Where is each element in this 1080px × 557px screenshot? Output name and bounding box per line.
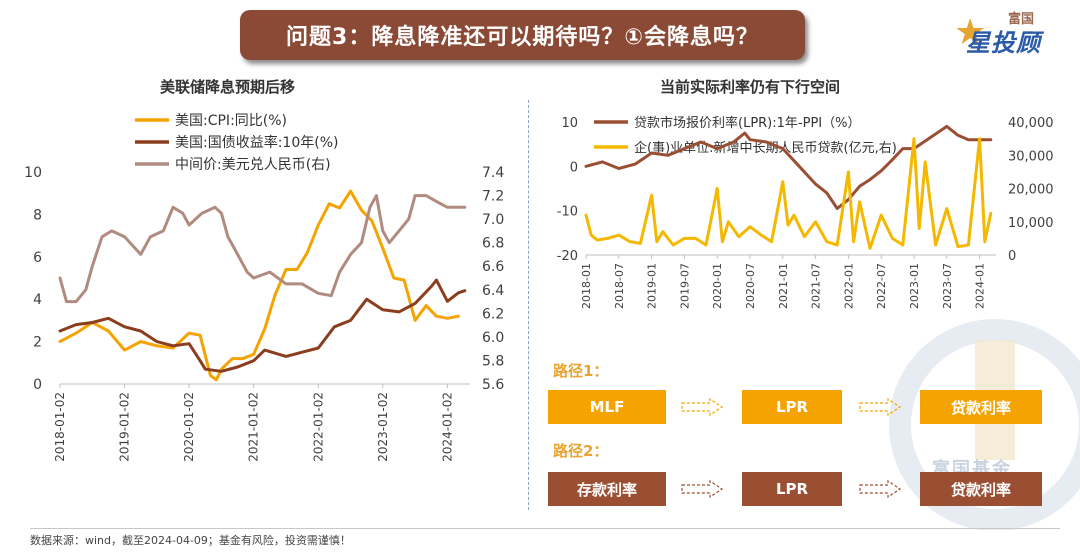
brand-logo: ★ 富国 星投顾 bbox=[948, 8, 1070, 60]
x-tick-label: 2023-01-02 bbox=[376, 392, 390, 462]
left-chart-legend: 美国:CPI:同比(%) 美国:国债收益率:10年(%) 中间价:美元兑人民币(右) bbox=[135, 113, 338, 173]
dashed-arrow-icon bbox=[859, 398, 902, 416]
legend-label: 美国:国债收益率:10年(%) bbox=[175, 134, 338, 151]
y-right-tick-label: 5.6 bbox=[482, 377, 504, 393]
y-right-tick-label: 6.8 bbox=[482, 236, 504, 252]
dashed-arrow-icon bbox=[859, 480, 902, 498]
y-left-tick-label: 10 bbox=[24, 165, 42, 181]
y-left-tick-label: -20 bbox=[557, 249, 578, 264]
page-title: 问题3：降息降准还可以期待吗？①会降息吗？ bbox=[286, 25, 759, 50]
y-right-tick-label: 0 bbox=[1008, 249, 1016, 264]
y-right-tick-label: 6.4 bbox=[482, 283, 504, 299]
y-left-tick-label: 8 bbox=[33, 207, 42, 223]
x-tick-label: 2022-07 bbox=[875, 263, 888, 309]
path2-label: 路径2： bbox=[553, 442, 609, 460]
y-right-tick-label: 7.0 bbox=[482, 212, 504, 228]
path1-box-mlf: MLF bbox=[548, 390, 666, 424]
right-chart-title: 当前实际利率仍有下行空间 bbox=[660, 78, 841, 96]
y-right-tick-label: 5.8 bbox=[482, 353, 504, 369]
page-title-banner: 问题3：降息降准还可以期待吗？①会降息吗？ bbox=[240, 10, 805, 60]
path2-box-deposit-rate: 存款利率 bbox=[548, 472, 666, 506]
x-tick-label: 2018-01 bbox=[580, 263, 593, 309]
x-tick-label: 2019-01 bbox=[646, 263, 659, 309]
path1-box-loan-rate: 贷款利率 bbox=[920, 390, 1042, 424]
x-tick-label: 2019-07 bbox=[678, 263, 691, 309]
x-tick-label: 2024-01 bbox=[974, 263, 987, 309]
left-chart: 美国:CPI:同比(%) 美国:国债收益率:10年(%) 中间价:美元兑人民币(右)… bbox=[24, 113, 504, 462]
logo-top-text: 富国 bbox=[1008, 12, 1035, 27]
x-tick-label: 2024-01-02 bbox=[440, 392, 454, 462]
x-tick-label: 2018-07 bbox=[613, 263, 626, 309]
path1-box-lpr: LPR bbox=[742, 390, 842, 424]
left-chart-title: 美联储降息预期后移 bbox=[160, 78, 296, 96]
y-left-tick-label: 10 bbox=[561, 116, 578, 131]
star-icon: ★ bbox=[954, 12, 987, 53]
x-tick-label: 2021-01 bbox=[777, 263, 790, 309]
series-line-2 bbox=[58, 278, 467, 373]
y-right-tick-label: 10,000 bbox=[1008, 216, 1054, 231]
x-tick-label: 2021-01-02 bbox=[247, 392, 261, 462]
y-right-tick-label: 6.6 bbox=[482, 259, 504, 275]
y-right-tick-label: 6.0 bbox=[482, 330, 504, 346]
x-tick-label: 2021-07 bbox=[810, 263, 823, 309]
legend-label: 中间价:美元兑人民币(右) bbox=[175, 157, 331, 173]
legend-label: 贷款市场报价利率(LPR):1年-PPI（%） bbox=[634, 115, 860, 131]
x-tick-label: 2019-01-02 bbox=[118, 392, 132, 462]
y-right-tick-label: 7.2 bbox=[482, 189, 504, 205]
path1-label: 路径1： bbox=[553, 362, 609, 380]
path2-box-lpr: LPR bbox=[742, 472, 842, 506]
legend-label: 美国:CPI:同比(%) bbox=[175, 113, 287, 129]
x-tick-label: 2023-01 bbox=[908, 263, 921, 309]
dashed-arrow-icon bbox=[681, 398, 724, 416]
right-chart: 贷款市场报价利率(LPR):1年-PPI（%）企(事)业单位:新增中长期人民币贷… bbox=[557, 115, 1054, 309]
y-right-tick-label: 20,000 bbox=[1008, 183, 1054, 198]
y-left-tick-label: 2 bbox=[33, 335, 42, 351]
divider-line bbox=[528, 100, 529, 510]
footer-source: 数据来源：wind，截至2024-04-09；基金有风险，投资需谨慎！ bbox=[30, 534, 351, 547]
path2-box-loan-rate: 贷款利率 bbox=[920, 472, 1042, 506]
footer-divider bbox=[30, 528, 1060, 529]
logo-main-text: 星投顾 bbox=[966, 29, 1041, 57]
series-line-1 bbox=[58, 189, 460, 382]
x-tick-label: 2023-07 bbox=[941, 263, 954, 309]
series-line-3 bbox=[58, 194, 467, 304]
x-tick-label: 2022-01 bbox=[842, 263, 855, 309]
y-left-tick-label: 0 bbox=[570, 160, 578, 175]
x-tick-label: 2020-01 bbox=[711, 263, 724, 309]
x-tick-label: 2020-07 bbox=[744, 263, 757, 309]
y-right-tick-label: 40,000 bbox=[1008, 116, 1054, 131]
y-right-tick-label: 30,000 bbox=[1008, 149, 1054, 164]
dashed-arrow-icon bbox=[681, 480, 724, 498]
y-left-tick-label: 0 bbox=[33, 377, 42, 393]
y-right-tick-label: 6.2 bbox=[482, 306, 504, 322]
y-right-tick-label: 7.4 bbox=[482, 165, 504, 181]
x-tick-label: 2022-01-02 bbox=[311, 392, 325, 462]
series-line-2 bbox=[584, 137, 993, 250]
y-left-tick-label: 4 bbox=[33, 292, 42, 308]
y-left-tick-label: 6 bbox=[33, 250, 42, 266]
y-left-tick-label: -10 bbox=[557, 205, 578, 220]
series-line-1 bbox=[584, 124, 993, 210]
x-tick-label: 2018-01-02 bbox=[53, 392, 67, 462]
x-tick-label: 2020-01-02 bbox=[182, 392, 196, 462]
